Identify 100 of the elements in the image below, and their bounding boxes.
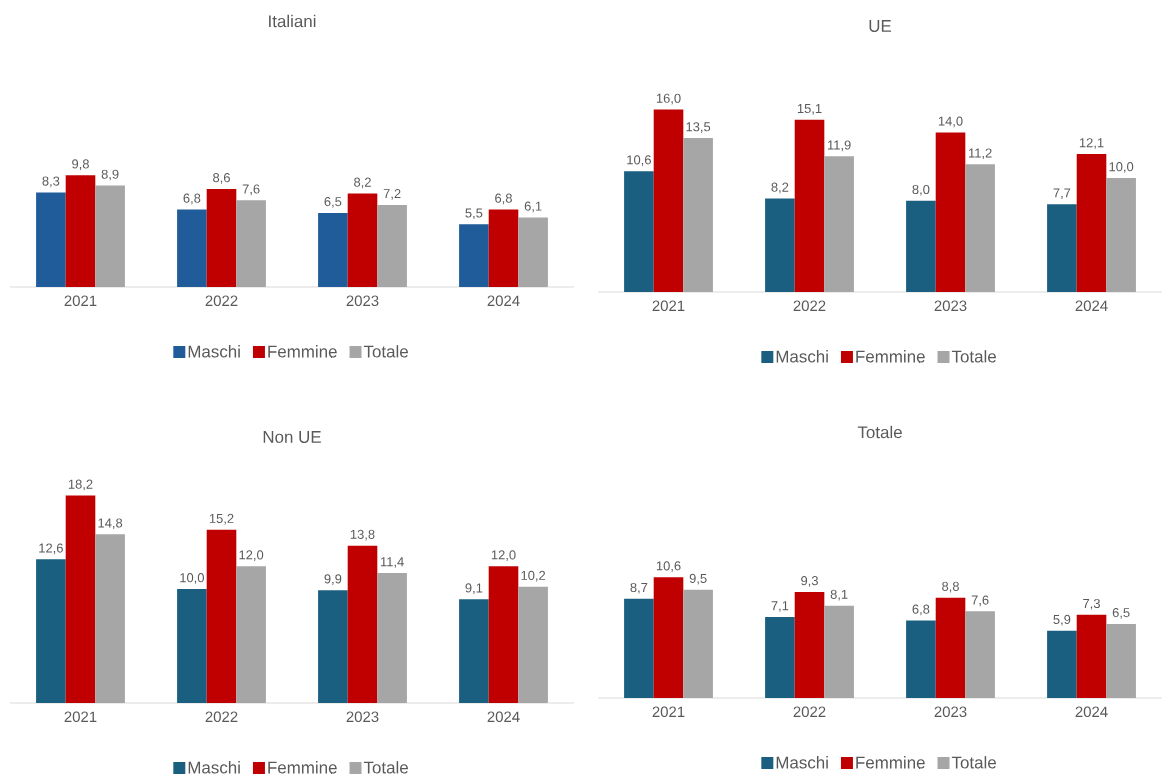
bar bbox=[347, 545, 378, 703]
data-label: 8,8 bbox=[942, 581, 959, 593]
data-label: 11,9 bbox=[827, 140, 851, 152]
chart-title: UE bbox=[869, 20, 892, 32]
bar bbox=[935, 132, 966, 292]
data-label: 16,0 bbox=[656, 93, 681, 105]
bar bbox=[95, 185, 125, 287]
bar bbox=[377, 204, 407, 287]
bar bbox=[683, 138, 713, 292]
bar bbox=[65, 175, 96, 287]
x-tick-label: 2022 bbox=[205, 295, 238, 307]
bar bbox=[624, 171, 654, 292]
bar bbox=[377, 573, 407, 703]
x-tick-label: 2021 bbox=[652, 706, 685, 718]
legend-label: Femmine bbox=[856, 756, 925, 769]
bar bbox=[1047, 204, 1077, 292]
legend-label: Totale bbox=[363, 345, 408, 358]
x-tick-label: 2023 bbox=[346, 711, 379, 723]
data-label: 12,0 bbox=[239, 550, 264, 561]
bar bbox=[765, 617, 795, 698]
bar bbox=[488, 209, 519, 287]
data-label: 12,0 bbox=[491, 550, 516, 561]
x-tick-label: 2024 bbox=[487, 711, 520, 723]
bar bbox=[624, 598, 654, 698]
bar bbox=[1047, 630, 1077, 698]
bar bbox=[236, 566, 266, 703]
data-label: 11,4 bbox=[380, 557, 404, 568]
bar bbox=[653, 109, 684, 292]
bar bbox=[824, 156, 854, 292]
legend-label: Maschi bbox=[188, 345, 240, 358]
x-tick-label: 2023 bbox=[346, 295, 379, 307]
bar bbox=[683, 589, 713, 698]
bar bbox=[95, 534, 125, 703]
data-label: 8,6 bbox=[213, 173, 230, 184]
bar bbox=[653, 577, 684, 698]
x-tick-label: 2022 bbox=[793, 300, 826, 312]
data-label: 8,0 bbox=[912, 184, 930, 196]
legend-label: Maschi bbox=[776, 350, 828, 363]
bar bbox=[36, 559, 66, 703]
bar bbox=[459, 599, 489, 703]
bar bbox=[965, 164, 995, 292]
data-label: 10,6 bbox=[656, 561, 681, 572]
data-label: 18,2 bbox=[68, 479, 93, 491]
data-label: 9,8 bbox=[72, 159, 89, 171]
bar bbox=[518, 217, 548, 287]
bar bbox=[794, 591, 825, 698]
data-label: 9,3 bbox=[801, 576, 818, 587]
data-label: 5,5 bbox=[465, 208, 483, 220]
data-label: 8,9 bbox=[101, 169, 119, 181]
data-label: 8,7 bbox=[630, 582, 648, 594]
data-label: 6,5 bbox=[1112, 608, 1130, 619]
bar bbox=[518, 586, 548, 703]
data-label: 6,8 bbox=[912, 604, 930, 616]
bar bbox=[177, 209, 207, 287]
data-label: 13,8 bbox=[350, 529, 375, 541]
data-label: 9,5 bbox=[689, 573, 707, 585]
bar bbox=[206, 529, 237, 703]
data-label: 8,3 bbox=[42, 176, 60, 188]
legend-label: Totale bbox=[951, 350, 996, 363]
data-label: 14,0 bbox=[938, 116, 963, 128]
data-label: 13,5 bbox=[686, 122, 711, 133]
bar bbox=[1106, 623, 1136, 698]
bar bbox=[488, 566, 519, 703]
data-label: 12,6 bbox=[39, 543, 63, 555]
bar bbox=[1076, 614, 1107, 698]
data-label: 8,2 bbox=[354, 177, 371, 189]
bar bbox=[65, 495, 96, 703]
x-tick-label: 2023 bbox=[934, 706, 967, 718]
x-tick-label: 2021 bbox=[64, 711, 97, 723]
legend-label: Totale bbox=[951, 756, 996, 769]
x-tick-label: 2022 bbox=[793, 706, 826, 718]
x-tick-label: 2021 bbox=[64, 295, 97, 307]
bar bbox=[236, 200, 266, 287]
bar bbox=[1076, 154, 1107, 292]
bar bbox=[318, 212, 348, 287]
chart-title: Italiani bbox=[269, 14, 316, 28]
bar bbox=[36, 192, 66, 287]
data-label: 6,8 bbox=[495, 193, 512, 205]
data-label: 6,8 bbox=[183, 193, 201, 205]
bar bbox=[906, 620, 936, 698]
legend-label: Femmine bbox=[268, 761, 337, 774]
legend-label: Totale bbox=[363, 761, 408, 774]
data-label: 7,1 bbox=[771, 601, 789, 612]
bar bbox=[1106, 177, 1136, 292]
x-tick-label: 2024 bbox=[1075, 706, 1108, 718]
bar bbox=[177, 589, 207, 703]
bar bbox=[206, 188, 237, 287]
x-tick-label: 2022 bbox=[205, 711, 238, 723]
data-label: 14,8 bbox=[98, 518, 123, 530]
data-label: 15,2 bbox=[209, 513, 234, 525]
data-label: 7,3 bbox=[1083, 598, 1100, 610]
x-tick-label: 2021 bbox=[652, 300, 685, 312]
bar bbox=[765, 198, 795, 292]
data-label: 15,1 bbox=[797, 104, 822, 115]
data-label: 6,5 bbox=[324, 196, 342, 208]
data-label: 8,2 bbox=[771, 182, 789, 194]
data-label: 10,0 bbox=[1109, 162, 1134, 173]
legend-label: Femmine bbox=[856, 350, 925, 363]
legend-label: Maschi bbox=[776, 756, 828, 769]
data-label: 7,6 bbox=[242, 184, 260, 196]
